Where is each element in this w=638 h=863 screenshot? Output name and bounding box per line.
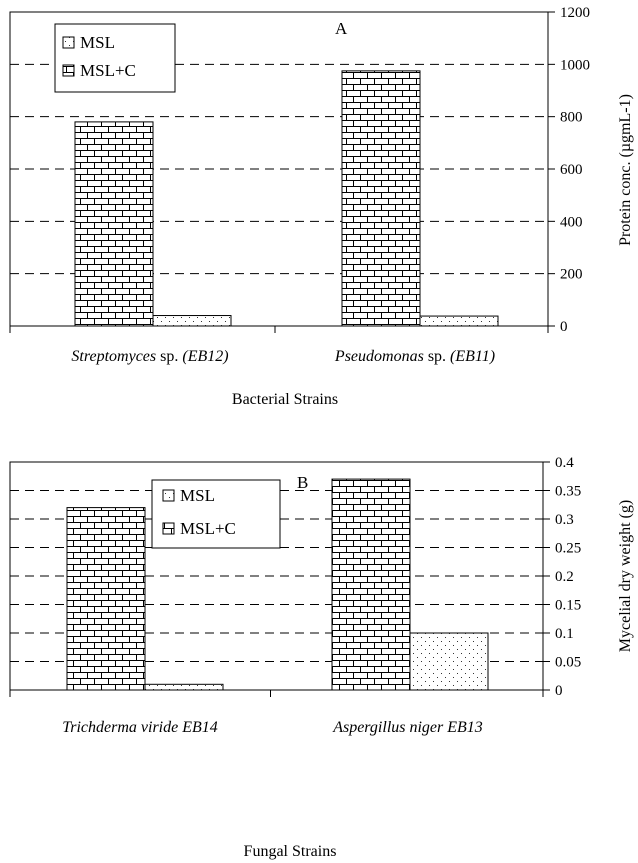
bar-a-msl-1 [419, 315, 499, 327]
y-tick-label-a-4: 800 [560, 110, 583, 126]
y-tick-label-b-8: 0.4 [555, 455, 574, 471]
x-axis-label-a: Bacterial Strains [232, 391, 338, 408]
category-label-b-0: Trichderma viride EB14 [62, 719, 218, 736]
x-categories-b: Trichderma viride EB14 Aspergillus niger … [62, 719, 483, 736]
y-tick-label-a-3: 600 [560, 162, 583, 178]
category-label-b-1: Aspergillus niger EB13 [332, 719, 483, 736]
y-tick-label-a-2: 400 [560, 214, 583, 230]
bars-a [74, 70, 499, 327]
y-tick-label-a-1: 200 [560, 267, 583, 283]
y-ticks-b: 0 0.05 0.1 0.15 0.2 0.25 0.3 0.35 0.4 [9, 455, 581, 699]
legend-label-mslc-b: MSL+C [180, 519, 236, 538]
y-tick-label-b-3: 0.15 [555, 598, 581, 614]
legend-label-mslc-a: MSL+C [80, 61, 136, 80]
x-axis-label-b: Fungal Strains [244, 843, 337, 860]
legend-swatch-msl-b [162, 489, 175, 502]
y-tick-label-b-2: 0.1 [555, 626, 574, 642]
y-tick-label-a-0: 0 [560, 319, 568, 335]
y-axis-label-b: Mycelial dry weight (g) [617, 500, 634, 652]
legend-swatch-mslc-a [62, 64, 75, 77]
bar-b-mslc-1 [331, 478, 411, 691]
y-tick-label-a-5: 1000 [560, 57, 590, 73]
legend-box-a [54, 23, 176, 93]
panel-b: 0 0.05 0.1 0.15 0.2 0.25 0.3 0.35 0.4 Trichderma… [9, 455, 634, 860]
panel-label-a: A [335, 19, 348, 38]
panel-label-b: B [297, 473, 308, 492]
legend-swatch-mslc-b [162, 522, 175, 535]
bar-a-msl-0 [152, 315, 232, 327]
panel-a: 0 200 400 600 800 1000 1200 Streptomyces sp. (… [9, 5, 634, 408]
bars-b [66, 478, 489, 691]
x-categories-a: Streptomyces sp. (EB12) Pseudomonas sp. (… [71, 348, 495, 365]
y-tick-label-a-6: 1200 [560, 5, 590, 21]
y-axis-label-a: Protein conc. (µgmL-1) [617, 94, 634, 246]
category-label-a-1: Pseudomonas sp. (EB11) [334, 348, 495, 365]
y-tick-label-b-6: 0.3 [555, 512, 574, 528]
bar-a-mslc-1 [341, 70, 421, 327]
legend-label-msl-a: MSL [80, 33, 115, 52]
bar-b-msl-1 [409, 632, 489, 691]
legend-label-msl-b: MSL [180, 486, 215, 505]
bar-b-msl-0 [144, 683, 224, 691]
y-tick-label-b-7: 0.35 [555, 484, 581, 500]
y-tick-label-b-4: 0.2 [555, 569, 574, 585]
y-ticks-a: 0 200 400 600 800 1000 1200 [9, 5, 590, 335]
bar-b-mslc-0 [66, 507, 146, 691]
y-tick-label-b-1: 0.05 [555, 655, 581, 671]
legend-a: MSL MSL+C [54, 23, 176, 93]
category-label-a-0: Streptomyces sp. (EB12) [71, 348, 228, 365]
y-tick-label-b-0: 0 [555, 683, 563, 699]
y-tick-label-b-5: 0.25 [555, 541, 581, 557]
legend-swatch-msl-a [62, 36, 75, 49]
legend-b: MSL MSL+C [151, 479, 281, 549]
bar-a-mslc-0 [74, 121, 154, 327]
